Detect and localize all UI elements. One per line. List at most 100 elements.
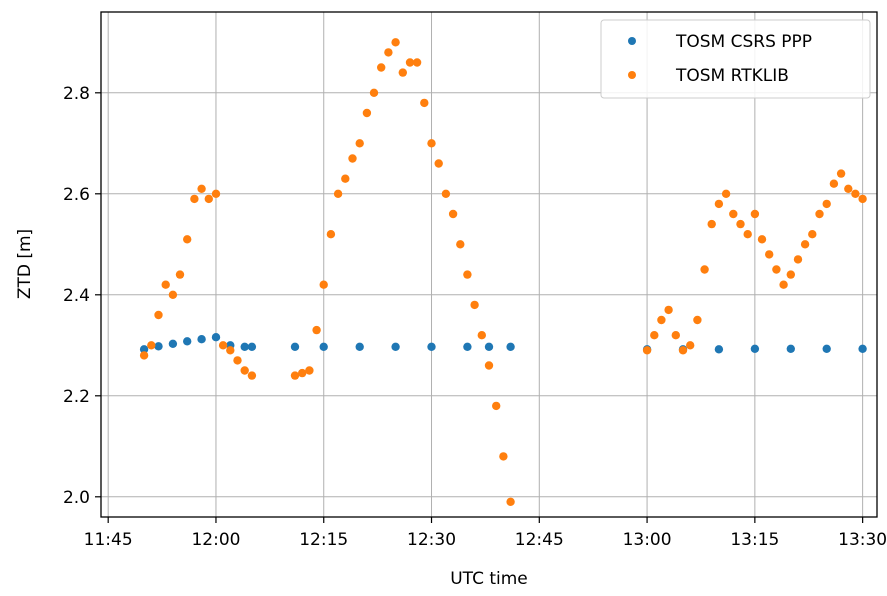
point-rtklib: [405, 58, 415, 67]
series-rtklib: [139, 38, 867, 506]
point-rtklib: [384, 48, 393, 57]
point-ppp: [427, 342, 436, 351]
point-rtklib: [298, 368, 307, 378]
point-ppp: [822, 344, 831, 353]
plot-points: [139, 38, 867, 506]
point-rtklib: [463, 270, 472, 279]
point-rtklib: [420, 98, 429, 108]
legend: TOSM CSRS PPP TOSM RTKLIB: [600, 19, 871, 99]
point-rtklib: [822, 199, 831, 209]
point-rtklib: [772, 265, 781, 274]
point-rtklib: [456, 240, 465, 249]
point-ppp: [463, 342, 472, 351]
x-tick-label: 13:00: [623, 530, 672, 550]
point-rtklib: [154, 310, 163, 320]
point-rtklib: [506, 497, 515, 506]
point-rtklib: [786, 270, 795, 279]
point-rtklib: [844, 184, 853, 193]
point-ppp: [240, 342, 249, 351]
point-rtklib: [412, 58, 422, 67]
point-rtklib: [470, 300, 479, 310]
point-rtklib: [829, 179, 839, 188]
point-rtklib: [319, 280, 328, 289]
point-rtklib: [168, 290, 178, 299]
point-rtklib: [369, 88, 379, 98]
point-rtklib: [750, 209, 760, 219]
point-rtklib: [175, 270, 185, 279]
y-tick-label: 2.2: [63, 387, 90, 407]
y-tick-label: 2.8: [63, 84, 90, 104]
point-rtklib: [743, 230, 752, 239]
point-rtklib: [657, 315, 666, 325]
point-rtklib: [197, 184, 206, 193]
point-ppp: [484, 342, 494, 351]
point-rtklib: [233, 356, 242, 365]
point-rtklib: [355, 139, 364, 148]
y-tick-label: 2.6: [63, 185, 90, 205]
point-rtklib: [161, 280, 170, 289]
point-rtklib: [226, 346, 235, 355]
legend-label-ppp: TOSM CSRS PPP: [675, 32, 812, 52]
x-tick-label: 13:15: [730, 530, 779, 550]
point-rtklib: [147, 341, 156, 350]
x-tick-label: 12:30: [407, 530, 456, 550]
point-rtklib: [441, 189, 451, 198]
legend-marker-ppp: [628, 37, 636, 45]
x-axis-label: UTC time: [450, 569, 528, 589]
point-rtklib: [391, 38, 400, 47]
point-rtklib: [398, 68, 407, 77]
legend-box: [600, 19, 871, 99]
point-rtklib: [312, 325, 321, 335]
point-ppp: [168, 339, 178, 348]
point-rtklib: [377, 63, 386, 72]
point-rtklib: [477, 331, 486, 340]
point-rtklib: [211, 189, 221, 198]
point-ppp: [858, 344, 867, 353]
point-rtklib: [678, 346, 688, 355]
point-ppp: [183, 337, 192, 346]
point-rtklib: [729, 209, 738, 219]
point-rtklib: [779, 280, 788, 289]
point-ppp: [750, 344, 760, 353]
point-ppp: [247, 342, 257, 351]
point-ppp: [391, 342, 400, 351]
point-ppp: [139, 345, 149, 354]
y-tick-label: 2.4: [63, 286, 90, 306]
point-rtklib: [333, 189, 343, 198]
point-rtklib: [362, 108, 372, 118]
legend-label-rtklib: TOSM RTKLIB: [675, 66, 789, 86]
point-rtklib: [700, 265, 709, 274]
point-ppp: [154, 342, 163, 351]
x-tick-label: 12:00: [191, 530, 240, 550]
point-rtklib: [204, 194, 213, 204]
point-rtklib: [664, 305, 673, 315]
point-ppp: [355, 342, 364, 351]
point-rtklib: [348, 154, 357, 163]
point-rtklib: [341, 174, 350, 183]
point-ppp: [506, 342, 515, 351]
point-ppp: [211, 333, 221, 342]
x-tick-label: 12:45: [515, 530, 564, 550]
point-rtklib: [721, 189, 731, 198]
x-tick-label: 13:30: [838, 530, 887, 550]
point-ppp: [197, 335, 206, 344]
point-rtklib: [686, 341, 695, 350]
axis-ticks: 11:45 12:00 12:15 12:30 12:45 13:00 13:15 13:30…: [63, 84, 887, 550]
point-rtklib: [800, 240, 810, 249]
point-ppp: [319, 342, 328, 351]
point-rtklib: [326, 230, 336, 239]
y-tick-label: 2.0: [63, 488, 90, 508]
point-rtklib: [765, 250, 774, 259]
point-rtklib: [190, 194, 199, 204]
point-rtklib: [218, 341, 228, 350]
point-rtklib: [499, 452, 508, 461]
point-ppp: [786, 344, 795, 353]
point-rtklib: [139, 351, 149, 360]
point-rtklib: [858, 194, 867, 204]
point-rtklib: [815, 209, 824, 219]
point-rtklib: [736, 219, 745, 229]
point-rtklib: [650, 331, 659, 340]
point-rtklib: [851, 189, 860, 198]
point-rtklib: [757, 235, 767, 244]
